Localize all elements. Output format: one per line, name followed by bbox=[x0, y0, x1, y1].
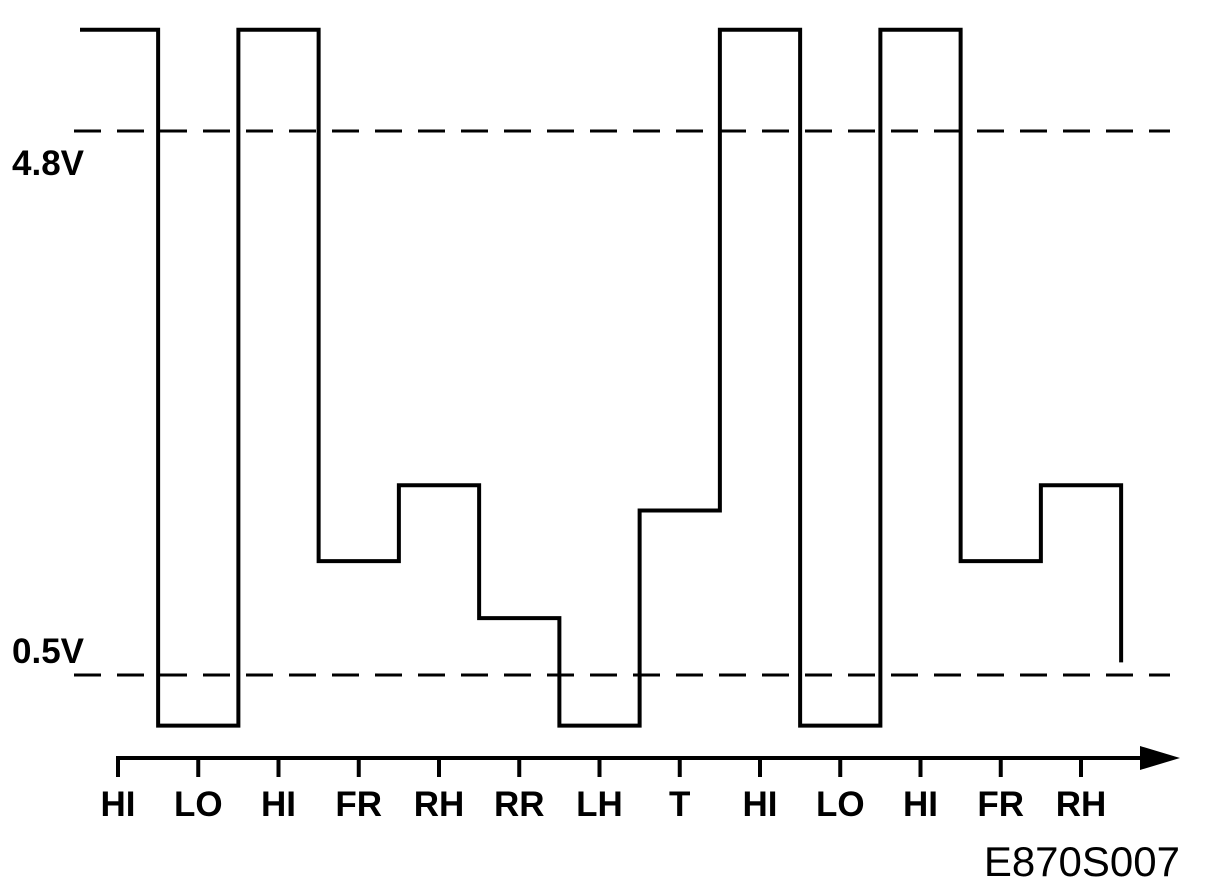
axis-arrow-icon bbox=[1140, 746, 1180, 770]
reference-lines: 4.8V 0.5V bbox=[12, 129, 1170, 677]
x-tick-label: HI bbox=[743, 785, 778, 824]
figure-code: E870S007 bbox=[984, 838, 1180, 885]
x-tick-label: FR bbox=[335, 785, 382, 824]
x-tick-label: LO bbox=[816, 785, 865, 824]
x-tick-label: LH bbox=[576, 785, 623, 824]
x-tick-label: LO bbox=[174, 785, 223, 824]
waveform-line bbox=[80, 27, 1124, 728]
x-tick-label: FR bbox=[977, 785, 1024, 824]
waveform bbox=[80, 27, 1124, 728]
reference-label: 0.5V bbox=[12, 632, 85, 671]
x-tick-label: HI bbox=[101, 785, 136, 824]
x-tick-label: HI bbox=[261, 785, 296, 824]
x-tick-label: HI bbox=[903, 785, 938, 824]
reference-label: 4.8V bbox=[12, 144, 85, 183]
x-tick-label: RH bbox=[414, 785, 465, 824]
x-tick-label: RR bbox=[494, 785, 545, 824]
x-tick-label: T bbox=[669, 785, 690, 824]
x-axis: HI LO HI FR RH RR LH T HI LO HI FR RH bbox=[101, 746, 1180, 824]
x-tick-label: RH bbox=[1056, 785, 1107, 824]
